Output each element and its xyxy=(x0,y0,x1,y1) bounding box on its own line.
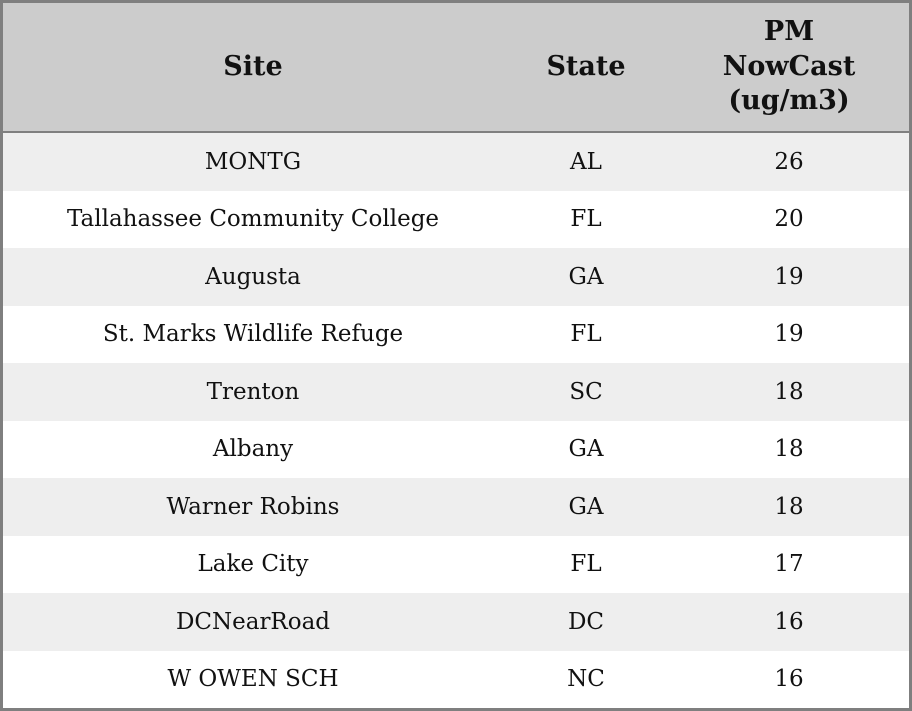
table-row: Trenton SC 18 xyxy=(3,363,909,421)
pm-cell: 19 xyxy=(774,321,804,348)
pm-cell: 20 xyxy=(774,206,804,233)
pm-cell: 18 xyxy=(774,493,804,520)
site-cell: Lake City xyxy=(197,551,309,578)
state-cell: SC xyxy=(569,378,603,405)
table-row: DCNearRoad DC 16 xyxy=(3,593,909,651)
pm-cell: 18 xyxy=(774,378,804,405)
site-cell: Albany xyxy=(212,436,294,463)
site-cell: St. Marks Wildlife Refuge xyxy=(102,321,404,348)
table-header-row: Site State PM NowCast (ug/m3) xyxy=(3,3,909,133)
table-row: St. Marks Wildlife Refuge FL 19 xyxy=(3,305,909,363)
table-row: MONTG AL 26 xyxy=(3,133,909,191)
site-cell: Trenton xyxy=(206,378,300,405)
pm-cell: 19 xyxy=(774,263,804,290)
state-cell: FL xyxy=(570,321,602,348)
table-row: W OWEN SCH NC 16 xyxy=(3,650,909,708)
site-cell: MONTG xyxy=(204,148,302,175)
site-cell: Augusta xyxy=(205,263,301,290)
site-cell: Tallahassee Community College xyxy=(66,206,440,233)
column-header-state: State xyxy=(546,50,626,82)
table-row: Albany GA 18 xyxy=(3,420,909,478)
table-row: Lake City FL 17 xyxy=(3,535,909,593)
pm-cell: 16 xyxy=(774,608,804,635)
pm-cell: 18 xyxy=(774,436,804,463)
state-cell: FL xyxy=(570,206,602,233)
state-cell: FL xyxy=(570,551,602,578)
table-row: Warner Robins GA 18 xyxy=(3,478,909,536)
site-cell: DCNearRoad xyxy=(175,608,331,635)
state-cell: GA xyxy=(568,493,604,520)
site-cell: Warner Robins xyxy=(166,493,340,520)
table-row: Augusta GA 19 xyxy=(3,248,909,306)
state-cell: GA xyxy=(568,263,604,290)
column-header-site: Site xyxy=(223,50,283,82)
column-header-pm-nowcast: PM NowCast (ug/m3) xyxy=(722,16,856,117)
state-cell: GA xyxy=(568,436,604,463)
pm-cell: 26 xyxy=(774,148,804,175)
state-cell: AL xyxy=(570,148,602,175)
state-cell: NC xyxy=(567,666,605,693)
table-row: Tallahassee Community College FL 20 xyxy=(3,190,909,248)
pm-cell: 16 xyxy=(774,666,804,693)
site-cell: W OWEN SCH xyxy=(167,666,339,693)
pm-cell: 17 xyxy=(774,551,804,578)
state-cell: DC xyxy=(567,608,605,635)
